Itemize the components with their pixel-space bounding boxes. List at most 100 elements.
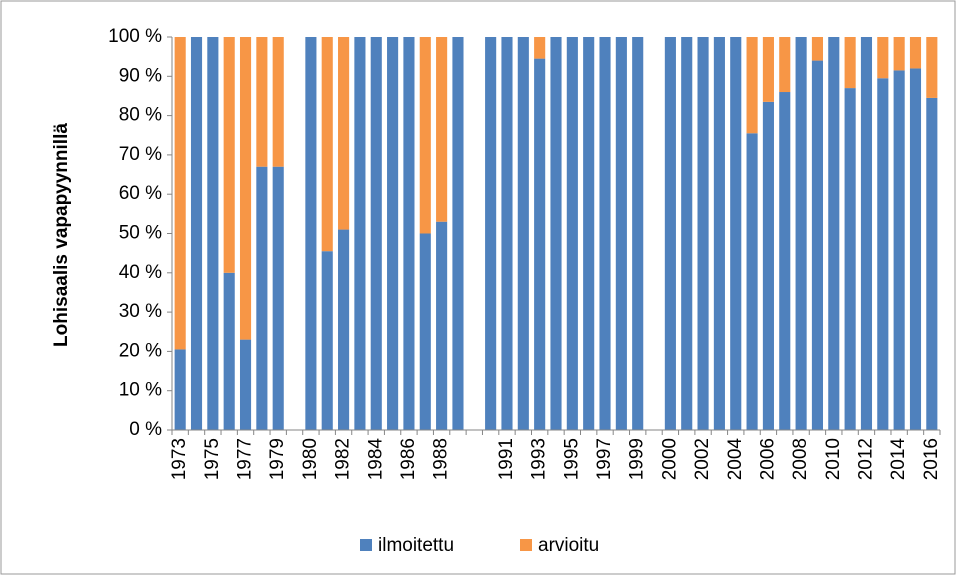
bar-segment <box>321 37 333 252</box>
x-tick-label: 1988 <box>431 438 452 480</box>
bar-segment <box>730 37 742 430</box>
bar-segment <box>860 37 873 430</box>
y-tick-label: 20 % <box>119 340 162 361</box>
bar-segment <box>664 37 676 430</box>
legend-swatch <box>360 539 372 551</box>
bar-segment <box>419 233 431 430</box>
bar-segment <box>681 37 693 430</box>
bar-segment <box>534 37 546 59</box>
bar-segment <box>272 37 284 167</box>
x-tick-label: 1973 <box>169 438 190 480</box>
y-tick-label: 90 % <box>119 65 162 86</box>
bar-segment <box>762 37 774 102</box>
bar-segment <box>779 92 791 431</box>
bar-segment <box>615 37 627 430</box>
y-tick-label: 40 % <box>119 262 162 283</box>
bar-segment <box>223 37 235 273</box>
bar-segment <box>370 37 382 430</box>
y-axis-label: Lohisaalis vapapyynnillä <box>51 123 72 347</box>
x-tick-label: 1991 <box>496 438 517 480</box>
y-tick-label: 10 % <box>119 380 162 401</box>
bar-segment <box>599 37 611 430</box>
bar-segment <box>387 37 399 430</box>
y-tick-label: 60 % <box>119 183 162 204</box>
bar-segment <box>517 37 529 430</box>
bar-segment <box>239 37 252 340</box>
bar-segment <box>305 37 317 430</box>
bar-segment <box>632 37 644 430</box>
bar-segment <box>485 37 497 430</box>
bar-segment <box>256 37 268 167</box>
bar-segment <box>583 37 595 430</box>
bar-segment <box>256 166 268 430</box>
x-tick-label: 2008 <box>790 438 811 480</box>
x-tick-label: 2004 <box>725 438 746 481</box>
bar-segment <box>354 37 366 430</box>
bar-segment <box>926 37 938 98</box>
bar-segment <box>272 166 284 430</box>
bar-segment <box>762 101 774 430</box>
bar-segment <box>811 60 824 430</box>
bar-segment <box>436 221 448 430</box>
bar-segment <box>223 272 235 430</box>
x-tick-label: 1993 <box>529 438 550 480</box>
x-tick-label: 1984 <box>365 438 386 481</box>
bar-segment <box>844 37 856 89</box>
bar-segment <box>239 339 252 430</box>
bar-segment <box>795 37 807 430</box>
x-tick-label: 2010 <box>823 438 844 480</box>
y-tick-label: 70 % <box>119 144 162 165</box>
bar-segment <box>844 88 856 430</box>
bar-segment <box>746 133 758 430</box>
bar-segment <box>174 349 186 430</box>
legend-label: ilmoitettu <box>378 535 454 556</box>
bar-segment <box>697 37 709 430</box>
bar-segment <box>909 68 922 430</box>
x-tick-label: 1979 <box>267 438 288 480</box>
bar-segment <box>452 37 464 430</box>
x-tick-label: 2002 <box>692 438 713 480</box>
y-tick-label: 30 % <box>119 301 162 322</box>
x-tick-label: 1999 <box>627 438 648 480</box>
x-tick-label: 1986 <box>398 438 419 480</box>
x-tick-label: 2000 <box>659 438 680 480</box>
x-tick-label: 1975 <box>202 438 223 480</box>
bar-segment <box>566 37 578 430</box>
y-tick-label: 100 % <box>108 26 162 47</box>
x-tick-label: 1980 <box>300 438 321 480</box>
x-tick-label: 1995 <box>561 438 582 480</box>
bar-segment <box>207 37 219 430</box>
bar-segment <box>811 37 824 61</box>
bar-segment <box>877 37 889 79</box>
bar-segment <box>403 37 415 430</box>
x-tick-label: 2014 <box>888 438 909 481</box>
bar-segment <box>877 78 889 430</box>
bar-segment <box>174 37 186 350</box>
bar-segment <box>779 37 791 93</box>
y-tick-label: 0 % <box>129 419 162 440</box>
bar-segment <box>419 37 431 234</box>
y-tick-label: 80 % <box>119 105 162 126</box>
bar-segment <box>190 37 203 430</box>
x-tick-label: 1982 <box>333 438 354 480</box>
bar-segment <box>321 251 333 430</box>
bar-segment <box>909 37 922 69</box>
bar-segment <box>893 70 905 430</box>
x-tick-label: 1997 <box>594 438 615 480</box>
bar-segment <box>436 37 448 222</box>
bar-segment <box>338 37 350 230</box>
x-tick-label: 2016 <box>921 438 942 480</box>
bar-segment <box>713 37 725 430</box>
y-tick-label: 50 % <box>119 223 162 244</box>
legend-label: arvioitu <box>538 535 599 556</box>
bar-segment <box>534 58 546 431</box>
x-tick-label: 1977 <box>235 438 256 480</box>
bar-segment <box>893 37 905 71</box>
bar-segment <box>828 37 840 430</box>
bar-segment <box>338 229 350 430</box>
legend-swatch <box>520 539 532 551</box>
x-tick-label: 2012 <box>855 438 876 480</box>
bar-segment <box>746 37 758 134</box>
x-tick-label: 2006 <box>757 438 778 480</box>
